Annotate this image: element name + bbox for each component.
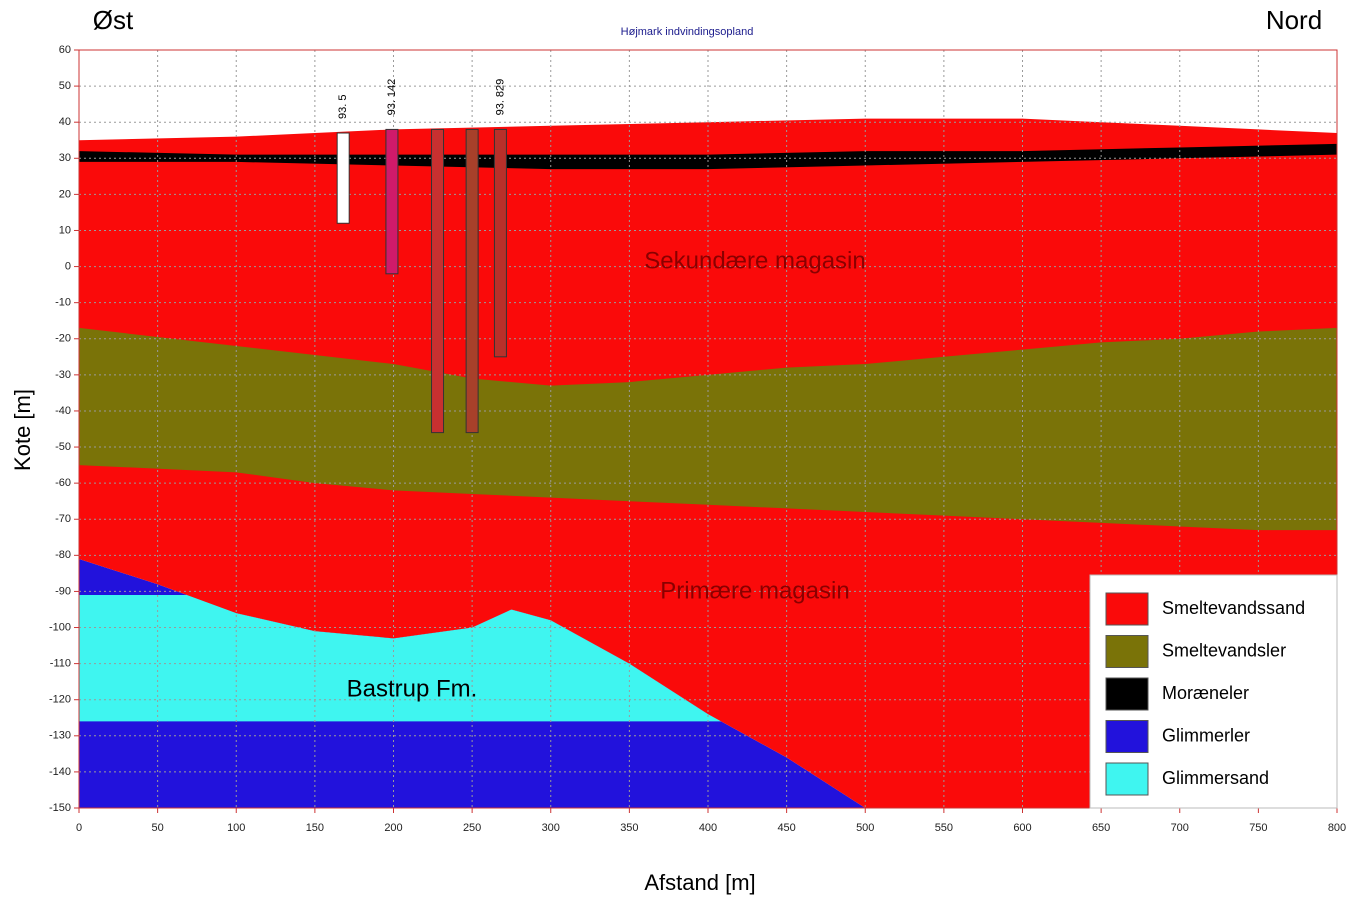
y-tick-label: -140 <box>49 766 71 778</box>
legend-swatch <box>1106 636 1148 668</box>
y-tick-label: 20 <box>59 188 71 200</box>
y-tick-label: -20 <box>55 333 71 345</box>
borehole-label: 93. 142 <box>386 79 398 116</box>
legend-swatch <box>1106 721 1148 753</box>
legend-label: Glimmerler <box>1162 725 1250 745</box>
y-tick-label: 0 <box>65 260 71 272</box>
borehole-label: 93. 829 <box>494 79 506 116</box>
borehole <box>466 129 478 432</box>
y-tick-label: -130 <box>49 730 71 742</box>
y-tick-label: 40 <box>59 116 71 128</box>
y-tick-label: -100 <box>49 621 71 633</box>
legend-label: Smeltevandsler <box>1162 640 1286 660</box>
legend-label: Smeltevandssand <box>1162 598 1305 618</box>
borehole-label: 93. 5 <box>337 95 349 119</box>
x-tick-label: 750 <box>1249 822 1267 834</box>
y-tick-label: -40 <box>55 405 71 417</box>
y-tick-label: 10 <box>59 224 71 236</box>
y-tick-label: 50 <box>59 80 71 92</box>
legend-swatch <box>1106 763 1148 795</box>
legend-label: Glimmersand <box>1162 768 1269 788</box>
y-tick-label: -30 <box>55 369 71 381</box>
y-axis-label: Kote [m] <box>10 389 35 471</box>
corner-label: Øst <box>93 5 134 35</box>
borehole <box>337 133 349 223</box>
y-tick-label: -110 <box>50 658 71 670</box>
borehole <box>432 129 444 432</box>
y-tick-label: -150 <box>49 802 71 814</box>
x-tick-label: 600 <box>1013 822 1031 834</box>
y-tick-label: -120 <box>49 694 71 706</box>
x-tick-label: 350 <box>620 822 638 834</box>
x-tick-label: 50 <box>152 822 164 834</box>
x-tick-label: 650 <box>1092 822 1110 834</box>
chart: Øst Nord Højmark indvindingsopland Afsta… <box>0 0 1365 901</box>
x-tick-label: 300 <box>542 822 560 834</box>
x-tick-label: 100 <box>227 822 245 834</box>
annotation: Bastrup Fm. <box>347 675 478 702</box>
annotation: Primære magasin <box>660 577 849 604</box>
legend-label: Moræneler <box>1162 683 1249 703</box>
borehole <box>386 129 398 273</box>
chart-title: Højmark indvindingsopland <box>621 26 754 38</box>
y-tick-label: 30 <box>59 152 71 164</box>
x-tick-label: 800 <box>1328 822 1346 834</box>
y-tick-label: -10 <box>55 297 71 309</box>
legend-swatch <box>1106 678 1148 710</box>
y-tick-label: -70 <box>55 513 71 525</box>
x-tick-label: 500 <box>856 822 874 834</box>
corner-label: Nord <box>1266 5 1322 35</box>
y-tick-label: -90 <box>55 585 71 597</box>
x-tick-label: 450 <box>777 822 795 834</box>
x-tick-label: 250 <box>463 822 481 834</box>
x-axis-label: Afstand [m] <box>644 870 755 895</box>
x-tick-label: 400 <box>699 822 717 834</box>
y-tick-label: -80 <box>55 549 71 561</box>
legend-swatch <box>1106 593 1148 625</box>
y-tick-label: -60 <box>55 477 71 489</box>
x-tick-label: 550 <box>935 822 953 834</box>
x-tick-label: 200 <box>384 822 402 834</box>
annotation: Sekundære magasin <box>644 247 865 274</box>
borehole <box>494 129 506 356</box>
x-tick-label: 150 <box>306 822 324 834</box>
y-tick-label: 60 <box>59 44 71 56</box>
x-tick-label: 0 <box>76 822 82 834</box>
x-tick-label: 700 <box>1171 822 1189 834</box>
y-tick-label: -50 <box>55 441 71 453</box>
